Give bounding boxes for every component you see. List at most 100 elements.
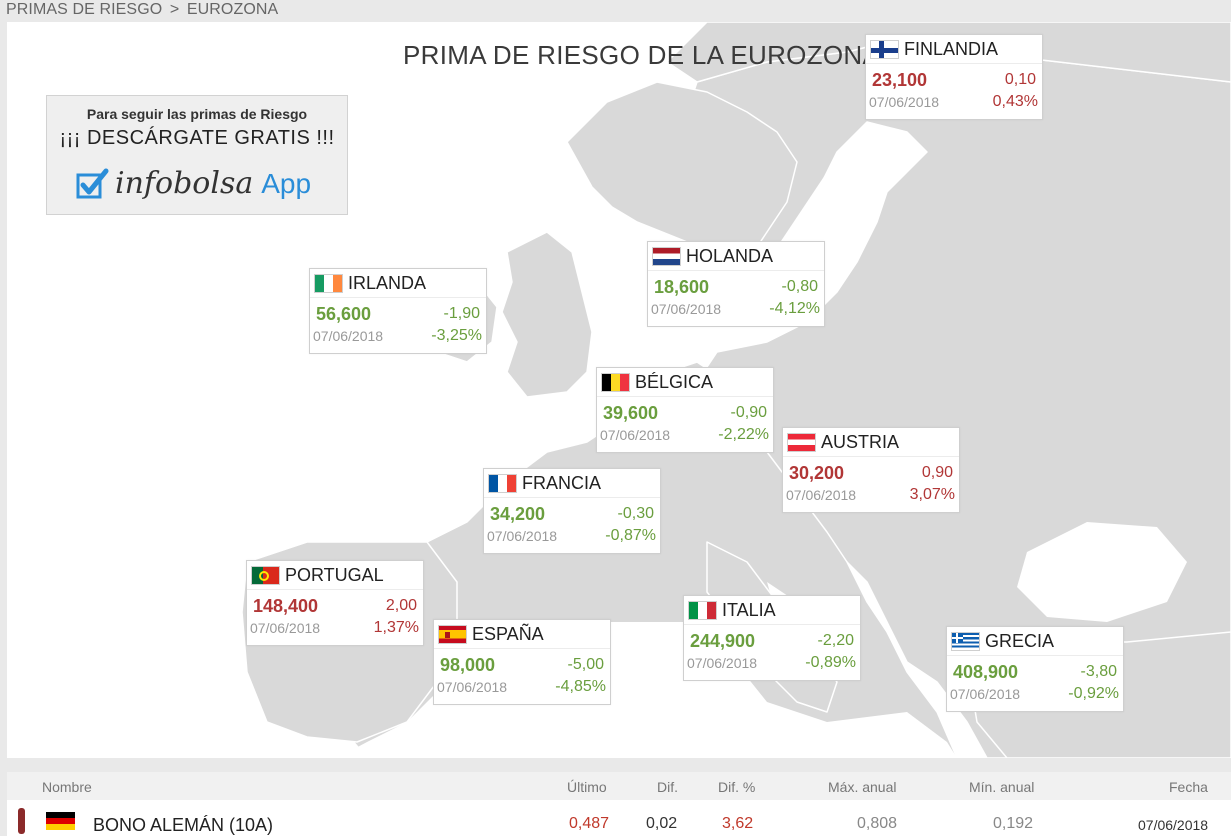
promo-line-2: ¡¡¡ DESCÁRGATE GRATIS !!!: [59, 127, 335, 149]
card-date: 07/06/2018: [950, 686, 1021, 702]
card-date: 07/06/2018: [786, 487, 857, 503]
card-pct: -4,85%: [555, 678, 606, 695]
map-landmass-britain: [501, 231, 593, 398]
card-grecia[interactable]: GRECIA 408,900 -3,80 07/06/2018 -0,92%: [946, 626, 1124, 712]
table-header: Nombre Último Dif. Dif. % Máx. anual Mín…: [7, 772, 1231, 800]
promo-app-label: App: [261, 167, 312, 199]
map-black-sea: [1017, 522, 1187, 622]
card-date: 07/06/2018: [437, 679, 508, 695]
card-country: ITALIA: [722, 599, 776, 620]
row-diff: 0,02: [646, 815, 678, 832]
card-espana[interactable]: ESPAÑA 98,000 -5,00 07/06/2018 -4,85%: [433, 619, 611, 705]
card-country: GRECIA: [985, 630, 1055, 651]
card-finlandia[interactable]: FINLANDIA 23,100 0,10 07/06/2018 0,43%: [865, 34, 1043, 120]
col-header-min[interactable]: Mín. anual: [969, 779, 1035, 795]
card-pct: 3,07%: [909, 486, 955, 503]
card-irlanda[interactable]: IRLANDA 56,600 -1,90 07/06/2018 -3,25%: [309, 268, 487, 354]
card-value: 39,600: [603, 402, 659, 423]
italy-flag-icon: [688, 600, 717, 620]
card-pct: -3,25%: [431, 327, 482, 344]
row-name[interactable]: BONO ALEMÁN (10A): [93, 815, 274, 835]
ireland-flag-icon: [314, 273, 343, 293]
map-mediterranean-sea: [337, 622, 957, 758]
row-date: 07/06/2018: [1138, 817, 1209, 833]
row-min: 0,192: [993, 815, 1034, 832]
col-header-diff-pct[interactable]: Dif. %: [718, 779, 756, 795]
breadcrumb-current: EUROZONA: [186, 1, 279, 18]
card-date: 07/06/2018: [651, 301, 722, 317]
card-value: 34,200: [490, 503, 546, 524]
col-header-last[interactable]: Último: [567, 779, 607, 795]
card-pct: -0,92%: [1068, 685, 1119, 702]
card-pct: 1,37%: [373, 619, 419, 636]
card-country: HOLANDA: [686, 245, 774, 266]
card-holanda[interactable]: HOLANDA 18,600 -0,80 07/06/2018 -4,12%: [647, 241, 825, 327]
card-diff: 2,00: [385, 597, 417, 614]
card-diff: 0,90: [921, 464, 953, 481]
card-country: FINLANDIA: [904, 38, 999, 59]
card-pct: -4,12%: [769, 300, 820, 317]
card-francia[interactable]: FRANCIA 34,200 -0,30 07/06/2018 -0,87%: [483, 468, 661, 554]
card-austria[interactable]: AUSTRIA 30,200 0,90 07/06/2018 3,07%: [782, 427, 960, 513]
promo-line-1: Para seguir las primas de Riesgo: [86, 106, 308, 122]
france-flag-icon: [488, 473, 517, 493]
card-date: 07/06/2018: [600, 427, 671, 443]
germany-flag-icon: [46, 812, 75, 830]
card-diff: -0,30: [617, 505, 654, 522]
card-pct: -0,87%: [605, 527, 656, 544]
promo-brand: infobolsa: [115, 166, 254, 201]
austria-flag-icon: [787, 432, 816, 452]
card-date: 07/06/2018: [687, 655, 758, 671]
card-country: AUSTRIA: [821, 431, 900, 452]
breadcrumb: PRIMAS DE RIESGO > EUROZONA: [6, 1, 278, 19]
row-color-marker: [18, 808, 25, 834]
card-date: 07/06/2018: [250, 620, 321, 636]
card-value: 148,400: [253, 595, 319, 616]
card-country: ESPAÑA: [472, 623, 544, 644]
greece-flag-icon: [951, 631, 980, 651]
card-value: 30,200: [789, 462, 845, 483]
checkbox-check-icon: [76, 168, 109, 198]
card-date: 07/06/2018: [487, 528, 558, 544]
col-header-max[interactable]: Máx. anual: [828, 779, 897, 795]
card-value: 56,600: [316, 303, 372, 324]
card-date: 07/06/2018: [313, 328, 384, 344]
card-diff: -1,90: [443, 305, 480, 322]
card-diff: -5,00: [567, 656, 604, 673]
infobolsa-app-promo[interactable]: Para seguir las primas de Riesgo ¡¡¡ DES…: [46, 95, 348, 215]
card-portugal[interactable]: PORTUGAL 148,400 2,00 07/06/2018 1,37%: [246, 560, 424, 646]
card-belgica[interactable]: BÉLGICA 39,600 -0,90 07/06/2018 -2,22%: [596, 367, 774, 453]
card-pct: -2,22%: [718, 426, 769, 443]
spain-flag-icon: [438, 624, 467, 644]
card-country: PORTUGAL: [285, 564, 384, 585]
card-country: IRLANDA: [348, 272, 427, 293]
card-value: 408,900: [953, 661, 1019, 682]
portugal-flag-icon: [251, 565, 280, 585]
bond-table: Nombre Último Dif. Dif. % Máx. anual Mín…: [7, 772, 1231, 836]
col-header-diff[interactable]: Dif.: [657, 779, 678, 795]
belgium-flag-icon: [601, 372, 630, 392]
card-value: 244,900: [690, 630, 756, 651]
card-diff: 0,10: [1004, 71, 1036, 88]
map-landmass-north: [666, 22, 1231, 83]
col-header-date[interactable]: Fecha: [1169, 779, 1208, 795]
card-diff: -0,90: [730, 404, 767, 421]
map-title: PRIMA DE RIESGO DE LA EUROZONA: [403, 40, 881, 70]
breadcrumb-parent-link[interactable]: PRIMAS DE RIESGO: [6, 1, 163, 18]
card-date: 07/06/2018: [869, 94, 940, 110]
netherlands-flag-icon: [652, 246, 681, 266]
card-country: BÉLGICA: [635, 371, 714, 392]
card-value: 98,000: [440, 654, 496, 675]
card-italia[interactable]: ITALIA 244,900 -2,20 07/06/2018 -0,89%: [683, 595, 861, 681]
card-diff: -0,80: [781, 278, 818, 295]
table-row[interactable]: BONO ALEMÁN (10A) 0,487 0,02 3,62 0,808 …: [7, 800, 1231, 836]
card-value: 23,100: [872, 69, 928, 90]
card-value: 18,600: [654, 276, 710, 297]
infobolsa-logo: infobolsa App: [75, 166, 311, 201]
row-last: 0,487: [569, 815, 610, 832]
card-diff: -2,20: [817, 632, 854, 649]
row-diff-pct: 3,62: [722, 815, 754, 832]
card-diff: -3,80: [1080, 663, 1117, 680]
card-pct: -0,89%: [805, 654, 856, 671]
col-header-name[interactable]: Nombre: [42, 779, 92, 795]
